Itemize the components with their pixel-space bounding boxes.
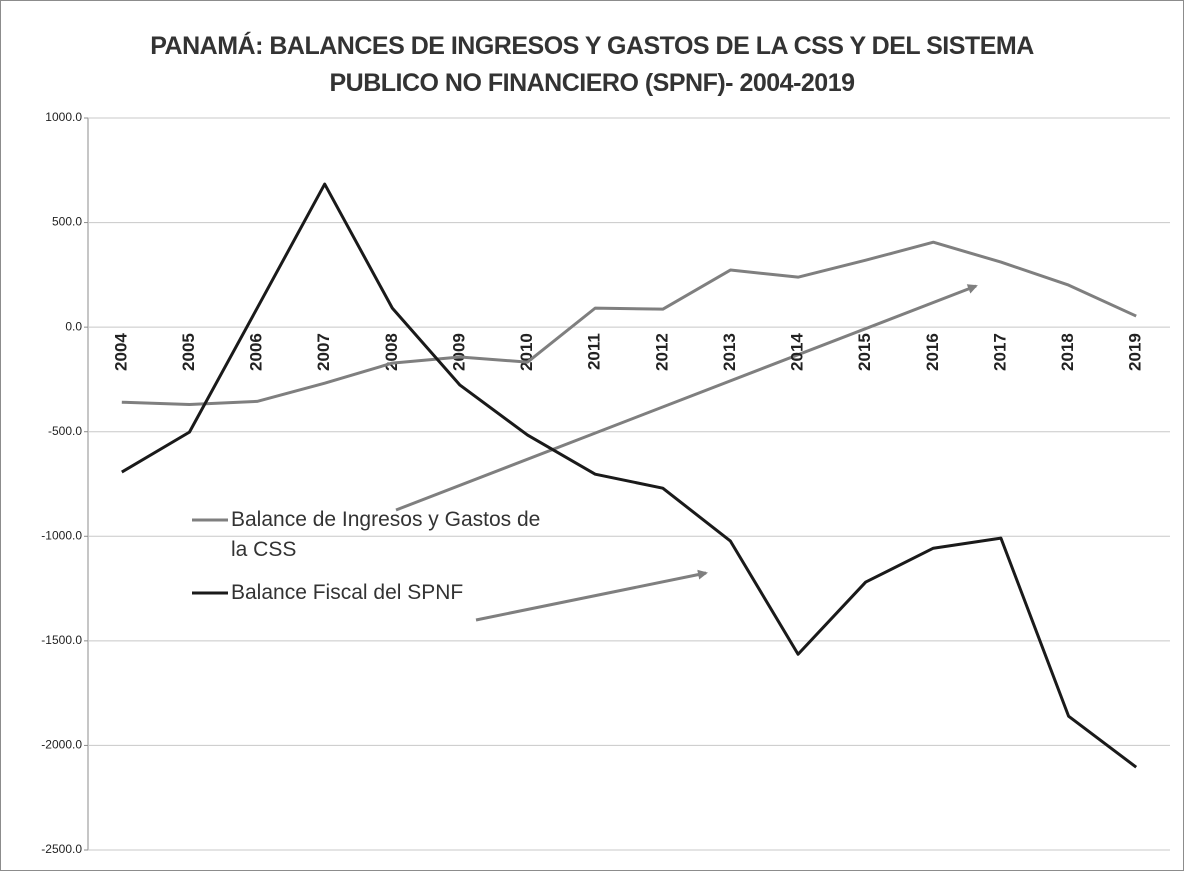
y-tick-label: 0.0 <box>65 319 82 333</box>
x-tick-label: 2018 <box>1058 333 1077 371</box>
series-line <box>121 240 1137 407</box>
x-tick-label: 2014 <box>788 333 807 371</box>
chart-title: PANAMÁ: BALANCES DE INGRESOS Y GASTOS DE… <box>150 32 1034 97</box>
x-tick-label: 2011 <box>585 333 604 370</box>
x-tick-label: 2005 <box>179 333 198 371</box>
y-tick-label: -1000.0 <box>41 528 82 542</box>
x-tick-label: 2013 <box>720 333 739 371</box>
x-tick-label: 2019 <box>1126 333 1145 371</box>
y-tick-label: -500.0 <box>48 424 82 438</box>
y-tick-label: -2500.0 <box>41 842 82 856</box>
x-tick-label: 2009 <box>449 333 468 371</box>
series-line <box>121 182 1138 769</box>
x-tick-label: 2006 <box>247 333 266 371</box>
x-tick-label: 2004 <box>111 333 130 371</box>
y-tick-label: 1000.0 <box>45 110 82 124</box>
x-tick-label: 2016 <box>923 333 942 371</box>
y-tick-label: -2000.0 <box>41 738 82 752</box>
y-tick-label: -1500.0 <box>41 633 82 647</box>
legend-label: Balance de Ingresos y Gastos de la CSS <box>231 508 541 561</box>
x-tick-label: 2015 <box>855 333 874 371</box>
x-tick-label: 2007 <box>314 333 333 371</box>
arrow <box>475 569 708 622</box>
arrow <box>395 284 978 512</box>
x-tick-label: 2017 <box>990 333 1009 371</box>
legend-label: Balance Fiscal del SPNF <box>231 581 464 604</box>
y-tick-label: 500.0 <box>52 215 82 229</box>
x-tick-label: 2012 <box>652 333 671 371</box>
x-tick-label: 2010 <box>517 333 536 371</box>
